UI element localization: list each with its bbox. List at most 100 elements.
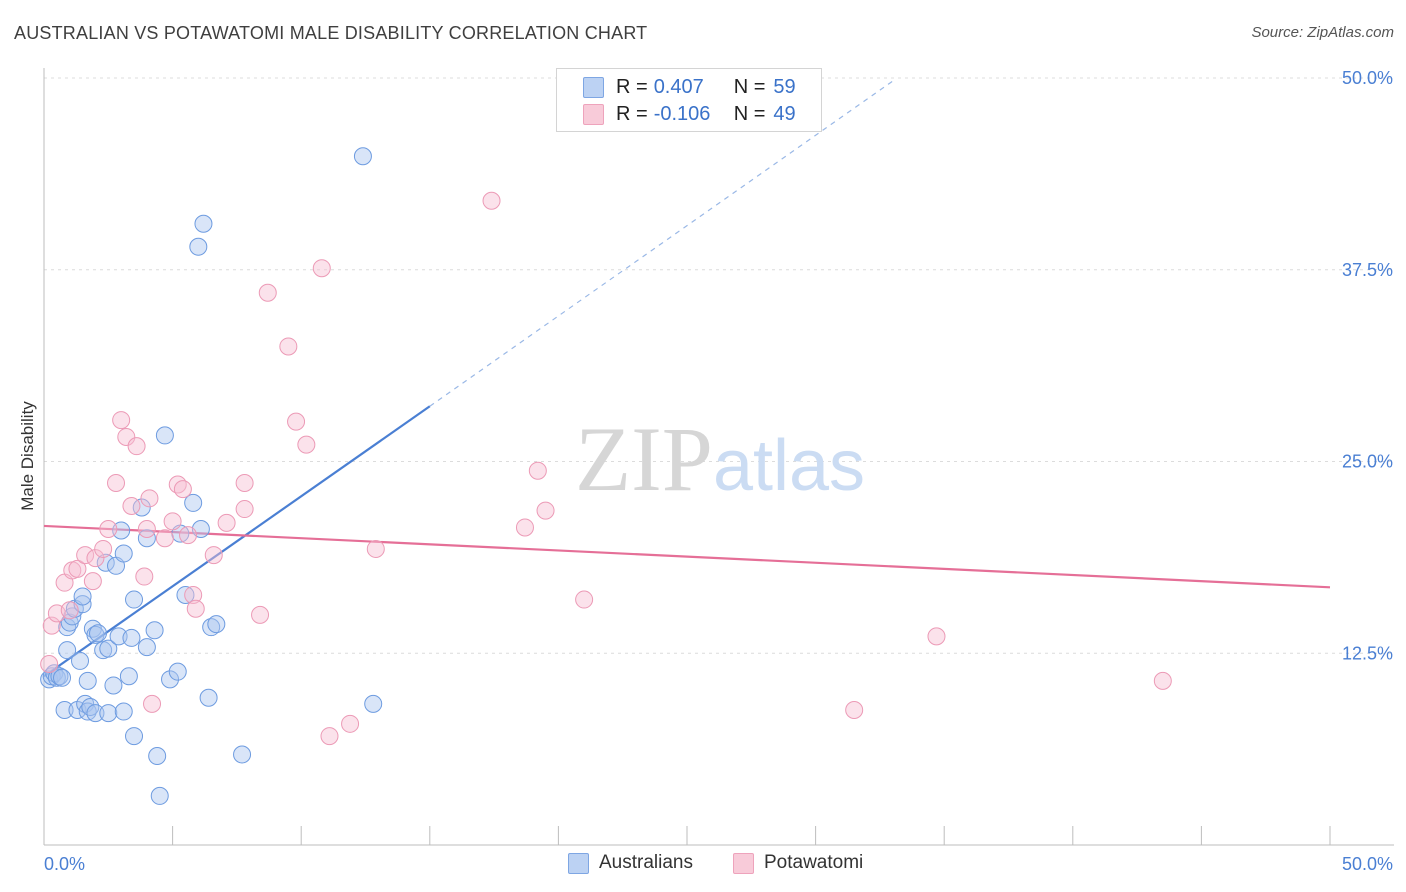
- australians-point: [353, 147, 372, 166]
- australians-point: [207, 615, 226, 634]
- australians-point: [109, 627, 128, 646]
- legend-label: Potawatomi: [764, 852, 864, 873]
- potawatomi-swatch: [583, 103, 604, 125]
- potawatomi-point: [127, 437, 146, 456]
- australians-point: [137, 638, 156, 657]
- legend-row-potawatomi: R = -0.106 N = 49: [583, 102, 796, 126]
- potawatomi-point: [279, 337, 298, 356]
- australians-point: [168, 662, 187, 681]
- potawatomi-point: [163, 512, 182, 531]
- r-label: R =: [616, 102, 648, 125]
- potawatomi-point: [155, 529, 174, 548]
- australians-point: [364, 694, 383, 713]
- trend-lines: [43, 80, 1331, 678]
- potawatomi-point: [94, 539, 113, 558]
- potawatomi-point: [112, 411, 131, 430]
- potawatomi-point: [312, 259, 331, 278]
- potawatomi-point: [143, 694, 162, 713]
- potawatomi-point: [76, 546, 95, 565]
- australians-point: [189, 237, 208, 256]
- y-tick-label: 50.0%: [1342, 68, 1393, 88]
- potawatomi-trend-line: [43, 524, 1331, 589]
- y-tick-label: 12.5%: [1342, 643, 1393, 663]
- stats-legend: R = 0.407 N = 59 R = -0.106 N = 49: [556, 68, 822, 132]
- australians-point: [78, 671, 97, 690]
- potawatomi-point: [60, 601, 79, 620]
- australians-point: [78, 702, 97, 721]
- potawatomi-point: [135, 567, 154, 586]
- australians-point: [184, 493, 203, 512]
- australians-point: [89, 624, 108, 643]
- x-tick-label: 0.0%: [44, 854, 85, 874]
- potawatomi-point: [341, 714, 360, 733]
- grid-lines: [44, 77, 1394, 654]
- potawatomi-point: [235, 500, 254, 519]
- potawatomi-point: [99, 519, 118, 538]
- potawatomi-point: [297, 435, 316, 454]
- potawatomi-point: [258, 283, 277, 302]
- legend-item-potawatomi: Potawatomi: [733, 852, 863, 874]
- australians-point: [86, 704, 105, 723]
- source-label: Source: ZipAtlas.com: [1251, 24, 1394, 41]
- potawatomi-point: [83, 572, 102, 591]
- potawatomi-point: [173, 480, 192, 499]
- australians-point: [114, 702, 133, 721]
- potawatomi-point: [179, 526, 198, 545]
- australians-point: [199, 688, 218, 707]
- series-legend: Australians Potawatomi: [0, 852, 1406, 878]
- australians-trend-line: [43, 405, 431, 678]
- australians-point: [73, 587, 92, 606]
- potawatomi-point: [235, 473, 254, 492]
- potawatomi-swatch: [733, 852, 754, 874]
- australians-trend-extension: [429, 80, 894, 407]
- potawatomi-point: [107, 473, 126, 492]
- australians-point: [155, 426, 174, 445]
- australians-point: [58, 641, 77, 660]
- potawatomi-point: [845, 701, 864, 720]
- potawatomi-point: [575, 590, 594, 609]
- data-points: [40, 147, 1172, 805]
- australians-point: [99, 639, 118, 658]
- chart-title: AUSTRALIAN VS POTAWATOMI MALE DISABILITY…: [14, 23, 648, 43]
- n-value: 49: [773, 102, 796, 125]
- tick-labels: 12.5% 25.0% 37.5% 50.0% 0.0% 50.0%: [44, 68, 1393, 874]
- potawatomi-point: [320, 727, 339, 746]
- australians-point: [202, 618, 221, 637]
- x-tick-label: 50.0%: [1342, 854, 1393, 874]
- australians-point: [137, 529, 156, 548]
- potawatomi-point: [40, 654, 59, 673]
- potawatomi-point: [287, 412, 306, 431]
- australians-point: [194, 214, 213, 233]
- australians-point: [112, 521, 131, 540]
- potawatomi-point: [186, 599, 205, 618]
- potawatomi-point: [68, 559, 87, 578]
- axes: [43, 68, 1394, 846]
- watermark-zip: ZIP: [575, 408, 713, 510]
- potawatomi-point: [482, 191, 501, 210]
- australians-point: [71, 651, 90, 670]
- r-value: -0.106: [653, 102, 711, 125]
- watermark: ZIPatlas: [575, 408, 865, 510]
- potawatomi-point: [204, 546, 223, 565]
- potawatomi-point: [251, 605, 270, 624]
- legend-item-australians: Australians: [568, 852, 693, 874]
- potawatomi-point: [184, 585, 203, 604]
- r-label: R =: [616, 75, 648, 98]
- australians-point: [145, 621, 164, 640]
- potawatomi-point: [117, 427, 136, 446]
- australians-point: [125, 590, 144, 609]
- potawatomi-point: [536, 501, 555, 520]
- potawatomi-point: [1153, 671, 1172, 690]
- australians-swatch: [568, 852, 589, 874]
- potawatomi-point: [528, 461, 547, 480]
- potawatomi-point: [366, 539, 385, 558]
- australians-point: [125, 727, 144, 746]
- potawatomi-point: [122, 496, 141, 515]
- watermark-atlas: atlas: [713, 426, 865, 506]
- australians-point: [150, 786, 169, 805]
- australians-point: [161, 670, 180, 689]
- australians-point: [104, 676, 123, 695]
- y-tick-label: 25.0%: [1342, 452, 1393, 472]
- r-value: 0.407: [653, 75, 704, 98]
